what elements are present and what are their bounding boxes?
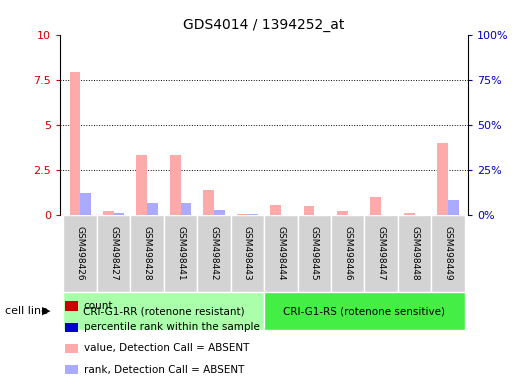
Bar xyxy=(180,203,191,215)
Bar xyxy=(147,203,158,215)
Text: GSM498441: GSM498441 xyxy=(176,226,185,281)
Bar xyxy=(130,215,164,292)
Title: GDS4014 / 1394252_at: GDS4014 / 1394252_at xyxy=(184,18,345,32)
Bar xyxy=(431,215,465,292)
Text: cell line: cell line xyxy=(5,306,48,316)
Bar xyxy=(231,215,264,292)
Text: ▶: ▶ xyxy=(42,306,50,316)
Text: value, Detection Call = ABSENT: value, Detection Call = ABSENT xyxy=(84,343,249,354)
Bar xyxy=(270,205,281,215)
Bar xyxy=(70,73,80,215)
Bar xyxy=(398,215,431,292)
Bar xyxy=(237,214,247,215)
Bar xyxy=(164,215,197,292)
Bar xyxy=(197,215,231,292)
Bar xyxy=(137,156,147,215)
Text: GSM498447: GSM498447 xyxy=(377,226,385,281)
Bar xyxy=(97,215,130,292)
Bar xyxy=(170,155,180,215)
Bar xyxy=(448,200,459,215)
Bar xyxy=(370,197,381,215)
Bar xyxy=(63,292,264,330)
Text: CRI-G1-RS (rotenone sensitive): CRI-G1-RS (rotenone sensitive) xyxy=(283,306,446,316)
Bar xyxy=(103,210,113,215)
Text: GSM498426: GSM498426 xyxy=(76,226,85,281)
Bar xyxy=(331,215,365,292)
Bar xyxy=(337,210,348,215)
Text: GSM498443: GSM498443 xyxy=(243,226,252,281)
Text: percentile rank within the sample: percentile rank within the sample xyxy=(84,322,259,333)
Bar xyxy=(404,213,415,215)
Text: GSM498449: GSM498449 xyxy=(444,226,452,281)
Bar xyxy=(63,215,97,292)
Text: GSM498428: GSM498428 xyxy=(143,226,152,281)
Bar xyxy=(203,190,214,215)
Text: GSM498444: GSM498444 xyxy=(276,226,286,281)
Bar xyxy=(113,213,124,215)
Text: CRI-G1-RR (rotenone resistant): CRI-G1-RR (rotenone resistant) xyxy=(83,306,245,316)
Text: rank, Detection Call = ABSENT: rank, Detection Call = ABSENT xyxy=(84,364,244,375)
Bar xyxy=(365,215,398,292)
Bar xyxy=(303,206,314,215)
Bar xyxy=(264,292,465,330)
Text: GSM498445: GSM498445 xyxy=(310,226,319,281)
Bar xyxy=(247,214,258,215)
Text: count: count xyxy=(84,301,113,311)
Bar xyxy=(214,210,225,215)
Text: GSM498442: GSM498442 xyxy=(209,226,219,281)
Bar xyxy=(437,143,448,215)
Bar xyxy=(298,215,331,292)
Bar xyxy=(80,194,91,215)
Text: GSM498427: GSM498427 xyxy=(109,226,118,281)
Text: GSM498448: GSM498448 xyxy=(410,226,419,281)
Text: GSM498446: GSM498446 xyxy=(343,226,352,281)
Bar xyxy=(264,215,298,292)
